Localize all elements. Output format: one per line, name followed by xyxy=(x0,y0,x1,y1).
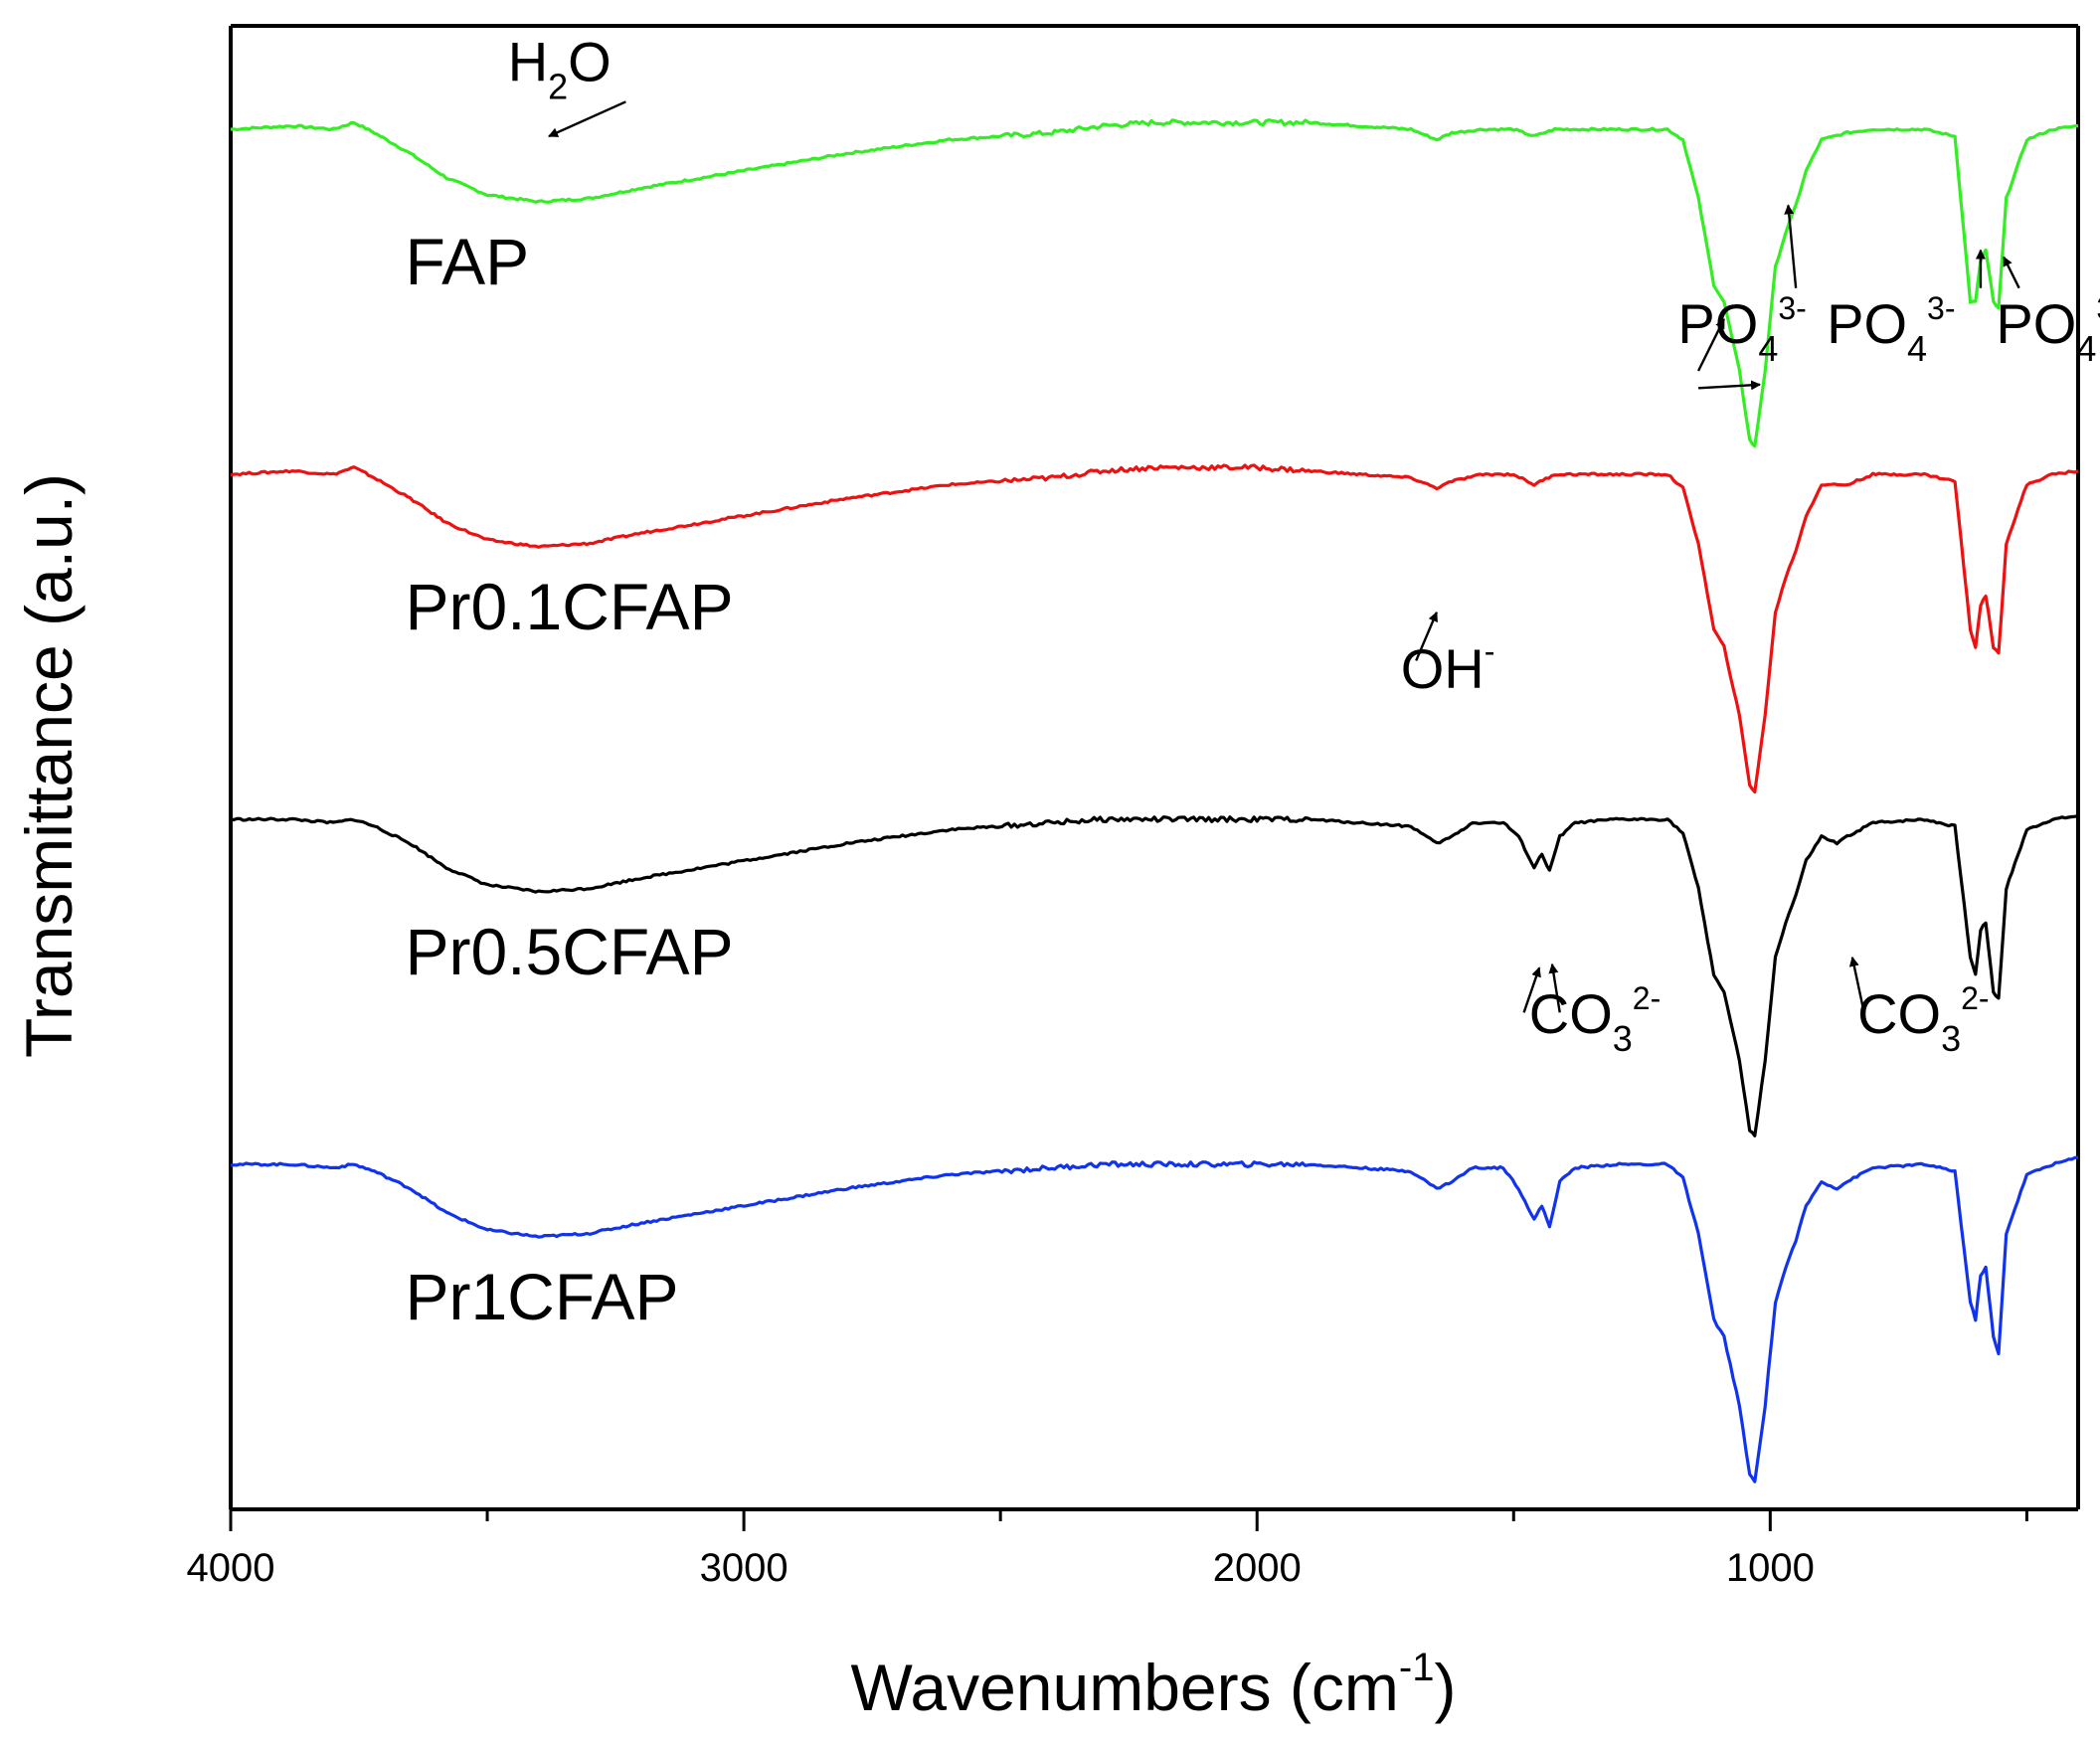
series-line-fap xyxy=(230,118,2079,448)
annotation-base: PO xyxy=(1677,292,1758,355)
annotation-tail: O xyxy=(568,31,612,93)
annotation-arrow xyxy=(1415,611,1438,661)
x-axis: 4000 3000 2000 1000 xyxy=(187,1509,2028,1590)
annotation-superscript: 2- xyxy=(1961,980,1989,1016)
x-axis-label-end: ) xyxy=(1434,1651,1456,1724)
annotation-subscript: 4 xyxy=(1758,328,1778,369)
annotation-subscript: 4 xyxy=(2076,328,2096,369)
annotation-base: H xyxy=(508,31,548,93)
sample-label: Pr1CFAP xyxy=(405,1260,678,1333)
annotation-subscript: 4 xyxy=(1907,328,1927,369)
peak-annotation: CO32- xyxy=(1857,980,1989,1059)
x-tick-label: 2000 xyxy=(1213,1546,1302,1590)
annotation-superscript: 3- xyxy=(1927,290,1955,326)
series-line-pr0-1cfap xyxy=(230,463,2079,794)
annotation-subscript: 2 xyxy=(548,67,568,107)
x-axis-label: Wavenumbers (cm-1) xyxy=(851,1646,1457,1724)
peak-annotation: CO32- xyxy=(1529,980,1661,1059)
x-tick-label: 1000 xyxy=(1726,1546,1815,1590)
annotation-arrow xyxy=(1522,966,1541,1013)
peak-annotation: OH- xyxy=(1401,633,1495,700)
annotation-arrow xyxy=(1784,204,1798,288)
peak-annotation: PO43- xyxy=(1996,290,2100,369)
annotation-superscript: 2- xyxy=(1633,980,1661,1016)
peak-annotation: H2O xyxy=(508,31,612,107)
annotation-superscript: 3- xyxy=(2096,290,2100,326)
peak-annotation: PO43- xyxy=(1827,290,1955,369)
annotation-arrow xyxy=(2003,256,2020,289)
series-layer xyxy=(230,118,2079,1484)
sample-label: FAP xyxy=(405,225,529,298)
annotation-arrow xyxy=(1848,956,1864,1006)
x-tick-label: 4000 xyxy=(187,1546,275,1590)
peak-annotation: PO43- xyxy=(1677,290,1806,369)
annotation-subscript: 3 xyxy=(1613,1018,1633,1059)
x-axis-label-superscript: -1 xyxy=(1399,1646,1435,1689)
y-axis-label: Transmittance (a.u.) xyxy=(12,473,86,1058)
x-tick-label: 3000 xyxy=(700,1546,788,1590)
annotation-subscript: 3 xyxy=(1941,1018,1961,1059)
series-line-pr1cfap xyxy=(230,1155,2079,1484)
sample-label: Pr0.1CFAP xyxy=(405,570,733,643)
annotation-base: PO xyxy=(1996,292,2076,355)
sample-label: Pr0.5CFAP xyxy=(405,915,733,988)
annotation-superscript: - xyxy=(1485,633,1495,669)
annotation-arrow xyxy=(1698,380,1762,391)
annotation-superscript: 3- xyxy=(1778,290,1806,326)
series-line-pr0-5cfap xyxy=(230,814,2079,1137)
annotation-arrow xyxy=(1548,962,1561,1013)
annotation-base: OH xyxy=(1401,637,1485,700)
annotation-base: PO xyxy=(1827,292,1907,355)
annotation-arrow xyxy=(1697,318,1725,372)
annotation-arrow xyxy=(548,100,626,138)
annotation-base: CO xyxy=(1529,982,1613,1045)
x-axis-label-main: Wavenumbers (cm xyxy=(851,1651,1399,1724)
annotation-base: CO xyxy=(1857,982,1941,1045)
